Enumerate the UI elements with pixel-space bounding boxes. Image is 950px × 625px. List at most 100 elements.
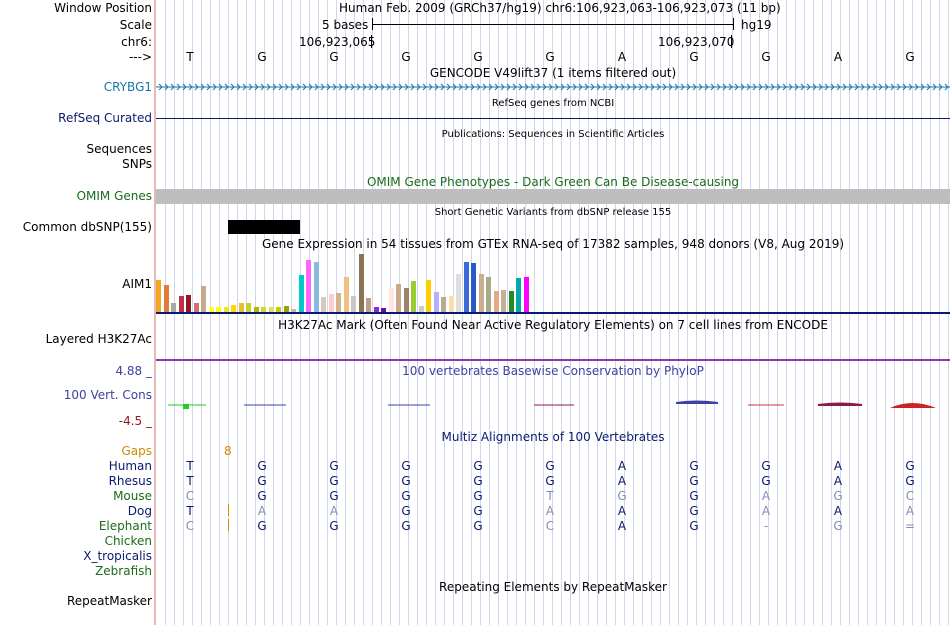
gtex-tissue-bar[interactable] (426, 280, 431, 312)
strand-chevron (506, 83, 511, 91)
alignment-base: G (689, 489, 699, 503)
refseq-label[interactable]: RefSeq Curated (58, 111, 152, 125)
omim-label[interactable]: OMIM Genes (76, 189, 152, 203)
gtex-tissue-bar[interactable] (216, 307, 221, 312)
gtex-tissue-bar[interactable] (208, 307, 214, 312)
gtex-tissue-bar[interactable] (223, 307, 229, 312)
gtex-tissue-bar[interactable] (321, 297, 326, 312)
h3k27-signal[interactable] (156, 359, 950, 361)
h3k27-label[interactable]: Layered H3K27Ac (45, 332, 152, 346)
strand-chevron (272, 83, 277, 91)
gtex-tissue-bar[interactable] (441, 297, 446, 312)
omim-feature[interactable] (156, 189, 950, 204)
species-label-chicken[interactable]: Chicken (104, 534, 152, 548)
gtex-tissue-bar[interactable] (508, 291, 514, 312)
gtex-tissue-bar[interactable] (396, 284, 401, 312)
species-label-x_tropicalis[interactable]: X_tropicalis (83, 549, 152, 563)
species-label-dog[interactable]: Dog (127, 504, 152, 518)
gtex-tissue-bar[interactable] (373, 307, 379, 312)
gtex-tissue-bar[interactable] (313, 262, 319, 312)
gtex-tissue-bar[interactable] (403, 288, 409, 312)
gtex-tissue-bar[interactable] (486, 277, 491, 312)
window-position-label: Window Position (54, 1, 152, 15)
gene-label[interactable]: CRYBG1 (103, 80, 152, 94)
gtex-tissue-bar[interactable] (388, 288, 394, 312)
strand-chevron (164, 83, 169, 91)
gtex-tissue-bar[interactable] (171, 303, 176, 312)
species-label-zebrafish[interactable]: Zebrafish (95, 564, 152, 578)
strand-chevron (314, 83, 319, 91)
strand-chevron (692, 83, 697, 91)
gtex-tissue-bar[interactable] (463, 262, 469, 312)
gtex-tissue-bar[interactable] (268, 307, 274, 312)
gtex-tissue-bar[interactable] (493, 291, 499, 312)
alignment-base: A (617, 459, 627, 473)
gtex-tissue-bar[interactable] (253, 307, 259, 312)
cons-label[interactable]: 100 Vert. Cons (63, 388, 152, 402)
gtex-tissue-bar[interactable] (231, 305, 236, 312)
gtex-tissue-bar[interactable] (478, 274, 484, 312)
gtex-tissue-bar[interactable] (433, 292, 439, 312)
gtex-tissue-bar[interactable] (178, 296, 184, 312)
species-label-rhesus[interactable]: Rhesus (108, 474, 152, 488)
gtex-tissue-bar[interactable] (471, 263, 476, 312)
gtex-tissue-bar[interactable] (298, 275, 304, 312)
gtex-tissue-bar[interactable] (336, 293, 341, 312)
gtex-tissue-bar[interactable] (328, 294, 334, 312)
gaps-label[interactable]: Gaps (121, 444, 152, 458)
gtex-tissue-bar[interactable] (516, 278, 521, 312)
cons-max-label: 4.88 _ (115, 364, 152, 378)
gtex-tissue-bar[interactable] (291, 309, 296, 312)
species-label-elephant[interactable]: Elephant (98, 519, 152, 533)
gtex-tissue-bar[interactable] (193, 303, 199, 312)
scale-label: Scale (119, 18, 152, 32)
gtex-tissue-bar[interactable] (358, 254, 364, 312)
gtex-tissue-bar[interactable] (343, 277, 349, 312)
refseq-feature[interactable] (156, 118, 950, 119)
alignment-base: A (617, 504, 627, 518)
alignment-base: A (761, 489, 771, 503)
species-label-human[interactable]: Human (108, 459, 152, 473)
gtex-tissue-bar[interactable] (456, 274, 461, 312)
gtex-tissue-bar[interactable] (306, 260, 311, 312)
gtex-tissue-bar[interactable] (501, 290, 506, 312)
crybg1-gene-feature[interactable] (156, 81, 950, 93)
species-label-mouse[interactable]: Mouse (113, 489, 152, 503)
strand-chevron (188, 83, 193, 91)
gtex-tissue-bar[interactable] (418, 306, 424, 312)
gtex-tissue-bar[interactable] (366, 298, 371, 312)
gtex-chart[interactable] (156, 252, 536, 312)
gtex-tissue-bar[interactable] (381, 308, 386, 312)
gtex-tissue-bar[interactable] (411, 281, 416, 312)
alignment-base: G (329, 459, 339, 473)
label-divider[interactable] (154, 0, 156, 625)
strand-chevron (530, 83, 535, 91)
gtex-tissue-bar[interactable] (351, 296, 356, 312)
gtex-tissue-bar[interactable] (163, 285, 169, 312)
strand-chevron (902, 83, 907, 91)
gtex-tissue-bar[interactable] (186, 295, 191, 312)
gtex-tissue-bar[interactable] (283, 306, 289, 312)
pubs-snps-label[interactable]: SNPs (122, 157, 152, 171)
h3k27-title: H3K27Ac Mark (Often Found Near Active Re… (278, 318, 828, 332)
gtex-tissue-bar[interactable] (448, 296, 454, 312)
strand-chevron (368, 83, 373, 91)
strand-chevron (464, 83, 469, 91)
coord-right-tick (731, 35, 732, 48)
gtex-label[interactable]: AIM1 (122, 277, 152, 291)
gtex-tissue-bar[interactable] (246, 303, 251, 312)
alignment-base: A (617, 519, 627, 533)
rmsk-label[interactable]: RepeatMasker (66, 594, 152, 608)
assembly-range[interactable]: Human Feb. 2009 (GRCh37/hg19) chr6:106,9… (339, 1, 781, 15)
gtex-tissue-bar[interactable] (156, 280, 161, 312)
phylop-segment-5 (676, 400, 718, 404)
phylop-track[interactable] (156, 395, 950, 415)
gtex-tissue-bar[interactable] (238, 303, 244, 312)
gtex-tissue-bar[interactable] (261, 307, 266, 312)
gtex-tissue-bar[interactable] (276, 307, 281, 312)
dbsnp-feature[interactable] (228, 220, 300, 234)
gtex-tissue-bar[interactable] (201, 286, 206, 312)
pubs-sequences-label[interactable]: Sequences (86, 142, 152, 156)
dbsnp-label[interactable]: Common dbSNP(155) (22, 220, 152, 234)
gtex-tissue-bar[interactable] (523, 277, 529, 312)
